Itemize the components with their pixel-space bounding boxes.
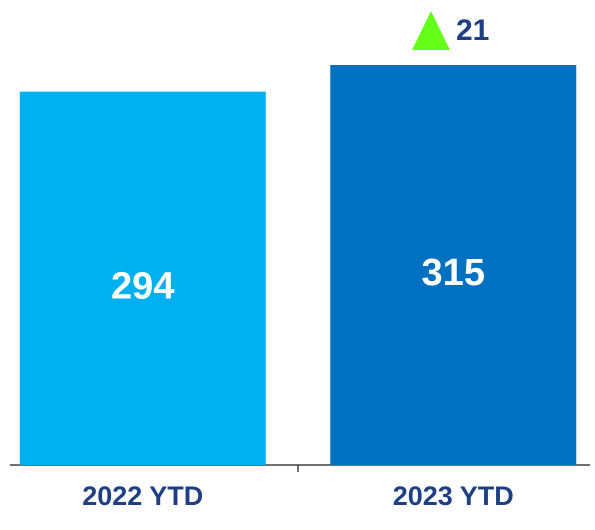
x-tick-label: 2022 YTD — [82, 481, 203, 511]
value-label: 315 — [422, 252, 485, 294]
value-label: 294 — [111, 265, 174, 307]
bar — [19, 91, 266, 466]
change-annotation: 21 — [456, 14, 489, 47]
x-tick-label: 2023 YTD — [393, 481, 514, 511]
bar — [330, 65, 577, 465]
increase-arrow — [412, 11, 450, 50]
